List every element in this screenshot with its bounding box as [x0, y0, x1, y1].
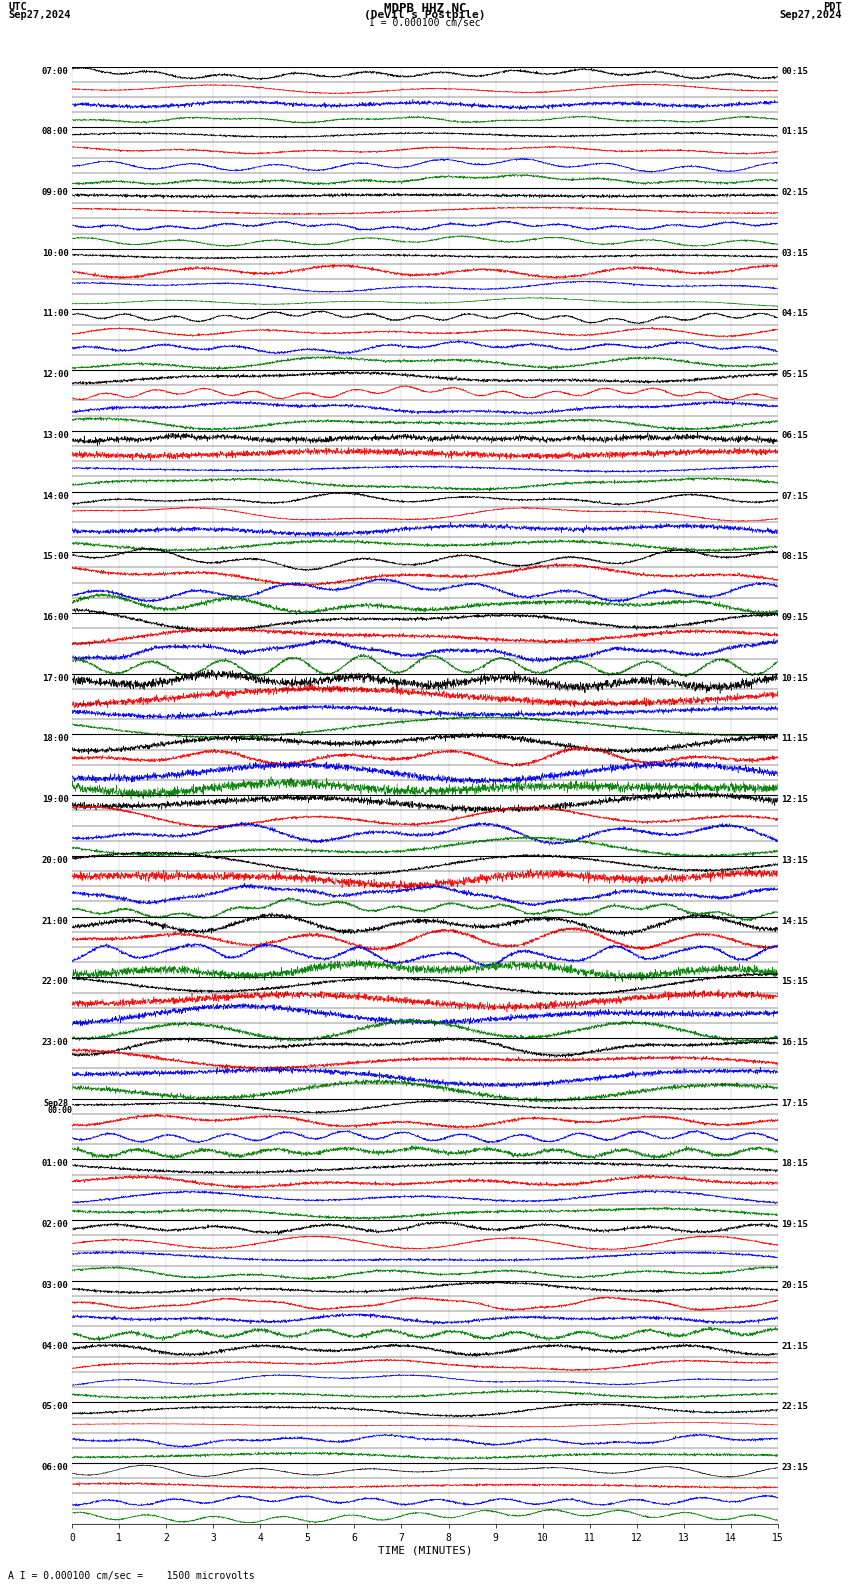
Text: 15:15: 15:15 — [781, 977, 808, 987]
Text: 11:15: 11:15 — [781, 735, 808, 743]
Text: 05:15: 05:15 — [781, 371, 808, 379]
Text: 16:00: 16:00 — [42, 613, 69, 623]
Text: 10:00: 10:00 — [42, 249, 69, 258]
Text: 17:00: 17:00 — [42, 673, 69, 683]
Text: (Devil's Postpile): (Devil's Postpile) — [365, 10, 485, 21]
Text: 02:00: 02:00 — [42, 1220, 69, 1229]
Text: 21:00: 21:00 — [42, 917, 69, 925]
Text: 10:15: 10:15 — [781, 673, 808, 683]
Text: 05:00: 05:00 — [42, 1402, 69, 1411]
X-axis label: TIME (MINUTES): TIME (MINUTES) — [377, 1546, 473, 1555]
Text: A I = 0.000100 cm/sec =    1500 microvolts: A I = 0.000100 cm/sec = 1500 microvolts — [8, 1571, 255, 1581]
Text: 16:15: 16:15 — [781, 1038, 808, 1047]
Text: 06:15: 06:15 — [781, 431, 808, 440]
Text: 22:00: 22:00 — [42, 977, 69, 987]
Text: 01:00: 01:00 — [42, 1159, 69, 1169]
Text: 21:15: 21:15 — [781, 1342, 808, 1351]
Text: 08:00: 08:00 — [42, 127, 69, 136]
Text: 14:00: 14:00 — [42, 491, 69, 501]
Text: 00:00: 00:00 — [47, 1106, 72, 1115]
Text: 18:15: 18:15 — [781, 1159, 808, 1169]
Text: 20:00: 20:00 — [42, 855, 69, 865]
Text: 04:00: 04:00 — [42, 1342, 69, 1351]
Text: 20:15: 20:15 — [781, 1281, 808, 1289]
Text: 01:15: 01:15 — [781, 127, 808, 136]
Text: Sep28: Sep28 — [43, 1099, 69, 1107]
Text: 04:15: 04:15 — [781, 309, 808, 318]
Text: 13:15: 13:15 — [781, 855, 808, 865]
Text: 09:15: 09:15 — [781, 613, 808, 623]
Text: 18:00: 18:00 — [42, 735, 69, 743]
Text: I = 0.000100 cm/sec: I = 0.000100 cm/sec — [369, 17, 481, 29]
Text: 08:15: 08:15 — [781, 553, 808, 561]
Text: 11:00: 11:00 — [42, 309, 69, 318]
Text: 22:15: 22:15 — [781, 1402, 808, 1411]
Text: 07:00: 07:00 — [42, 67, 69, 76]
Text: 00:15: 00:15 — [781, 67, 808, 76]
Text: 15:00: 15:00 — [42, 553, 69, 561]
Text: 19:15: 19:15 — [781, 1220, 808, 1229]
Text: 12:00: 12:00 — [42, 371, 69, 379]
Text: 14:15: 14:15 — [781, 917, 808, 925]
Text: 19:00: 19:00 — [42, 795, 69, 805]
Text: 06:00: 06:00 — [42, 1464, 69, 1472]
Text: Sep27,2024: Sep27,2024 — [779, 10, 842, 21]
Text: PDT: PDT — [823, 2, 842, 13]
Text: UTC: UTC — [8, 2, 27, 13]
Text: 03:15: 03:15 — [781, 249, 808, 258]
Text: 03:00: 03:00 — [42, 1281, 69, 1289]
Text: 17:15: 17:15 — [781, 1099, 808, 1107]
Text: Sep27,2024: Sep27,2024 — [8, 10, 71, 21]
Text: 02:15: 02:15 — [781, 188, 808, 196]
Text: 07:15: 07:15 — [781, 491, 808, 501]
Text: 09:00: 09:00 — [42, 188, 69, 196]
Text: 13:00: 13:00 — [42, 431, 69, 440]
Text: MDPB HHZ NC: MDPB HHZ NC — [383, 2, 467, 16]
Text: 23:15: 23:15 — [781, 1464, 808, 1472]
Text: 12:15: 12:15 — [781, 795, 808, 805]
Text: 23:00: 23:00 — [42, 1038, 69, 1047]
